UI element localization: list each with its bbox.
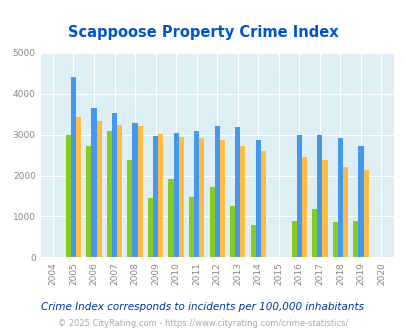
Bar	[188, 197, 194, 257]
Bar	[301, 157, 306, 257]
Bar	[260, 151, 265, 257]
Bar	[112, 113, 117, 257]
Bar	[214, 126, 219, 257]
Bar	[317, 135, 322, 257]
Bar	[137, 126, 143, 257]
Bar	[168, 179, 173, 257]
Bar	[255, 140, 260, 257]
Bar	[358, 146, 362, 257]
Text: © 2025 CityRating.com - https://www.cityrating.com/crime-statistics/: © 2025 CityRating.com - https://www.city…	[58, 319, 347, 328]
Bar	[322, 160, 327, 257]
Bar	[337, 138, 342, 257]
Bar	[219, 140, 224, 257]
Bar	[311, 209, 317, 257]
Bar	[209, 187, 214, 257]
Bar	[117, 125, 122, 257]
Bar	[96, 121, 101, 257]
Bar	[296, 135, 301, 257]
Text: Crime Index corresponds to incidents per 100,000 inhabitants: Crime Index corresponds to incidents per…	[41, 302, 364, 312]
Bar	[147, 198, 153, 257]
Bar	[250, 225, 255, 257]
Bar	[107, 131, 112, 257]
Bar	[127, 160, 132, 257]
Bar	[132, 123, 137, 257]
Bar	[173, 133, 178, 257]
Bar	[71, 77, 76, 257]
Bar	[362, 170, 368, 257]
Bar	[342, 167, 347, 257]
Bar	[91, 108, 96, 257]
Bar	[240, 146, 245, 257]
Bar	[194, 131, 199, 257]
Bar	[86, 146, 91, 257]
Bar	[178, 137, 183, 257]
Bar	[291, 221, 296, 257]
Bar	[158, 134, 163, 257]
Bar	[230, 206, 234, 257]
Bar	[234, 127, 240, 257]
Bar	[199, 138, 204, 257]
Text: Scappoose Property Crime Index: Scappoose Property Crime Index	[68, 25, 337, 41]
Bar	[153, 136, 158, 257]
Bar	[352, 220, 358, 257]
Bar	[332, 222, 337, 257]
Bar	[76, 117, 81, 257]
Bar	[66, 135, 71, 257]
